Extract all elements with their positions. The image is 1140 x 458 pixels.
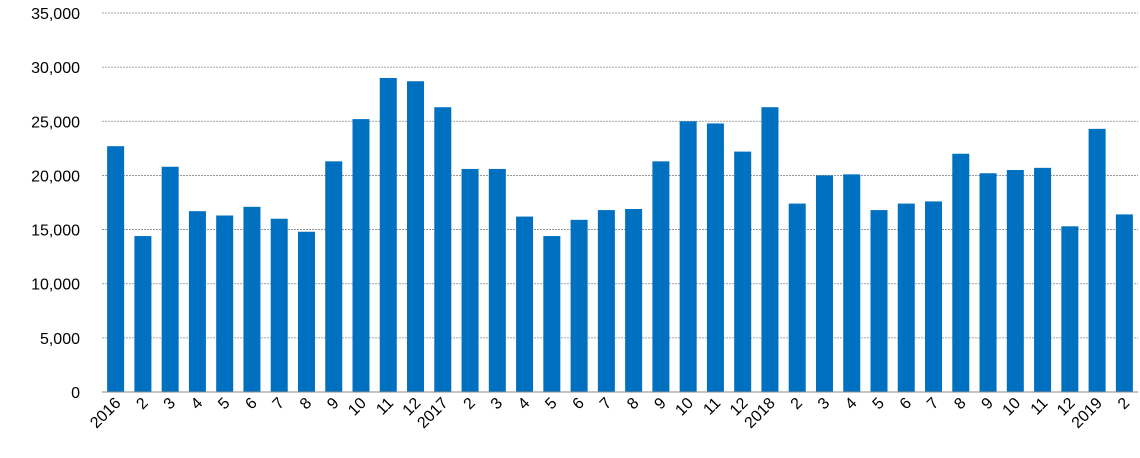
bar [952,153,970,392]
y-tick-label: 5,000 [40,331,80,348]
x-tick-label: 2019 [1069,395,1106,432]
bar [925,201,943,392]
y-tick-label: 10,000 [31,277,80,294]
bar [188,211,206,392]
x-tick-label: 4 [842,395,860,413]
x-tick-label: 7 [270,395,288,413]
x-tick-label: 11 [1028,395,1052,419]
bar [1006,170,1024,392]
y-tick-label: 30,000 [31,60,80,77]
x-tick-label: 2 [788,395,806,413]
x-tick-label: 10 [1000,395,1025,420]
bar [488,168,506,392]
bar [352,119,370,393]
bar [297,231,315,392]
bar [216,215,234,392]
bar [161,166,179,392]
x-tick-label: 2017 [414,395,451,432]
x-tick-label: 3 [488,395,506,413]
bar [979,173,997,392]
bar [625,208,643,392]
x-tick-label: 8 [297,395,315,413]
bar [434,107,452,393]
x-tick-label: 8 [624,395,642,413]
bar [270,218,288,392]
bar [461,168,479,392]
bar [243,206,261,392]
bar [870,210,888,392]
bar [761,107,779,393]
x-tick-label: 10 [345,395,370,420]
x-tick-label: 8 [951,395,969,413]
y-tick-label: 25,000 [31,114,80,131]
bar [407,81,425,392]
x-tick-label: 6 [570,395,588,413]
x-tick-label: 2 [1115,395,1133,413]
bar [706,123,724,393]
bar [597,210,615,392]
x-tick-label: 11 [700,395,724,419]
bar [788,203,806,392]
y-tick-label: 0 [71,385,80,402]
y-tick-label: 35,000 [31,6,80,23]
bar [516,216,534,392]
bar [652,161,670,392]
x-tick-label: 9 [979,395,997,413]
x-tick-label: 2 [133,395,151,413]
bar [734,151,752,392]
bar [325,161,343,392]
x-tick-label: 9 [651,395,669,413]
bar [1115,214,1133,392]
x-tick-label: 5 [542,395,560,413]
x-tick-label: 5 [215,395,233,413]
bar [1061,226,1079,392]
x-tick-label: 4 [515,395,533,413]
x-tick-label: 9 [324,395,342,413]
y-tick-label: 20,000 [31,168,80,185]
x-tick-label: 2018 [742,395,779,432]
bar [679,121,697,393]
x-tick-label: 2 [461,395,479,413]
bar [897,203,915,392]
x-tick-label: 3 [161,395,179,413]
x-tick-label: 3 [815,395,833,413]
x-tick-label: 11 [373,395,397,419]
bar [107,146,125,392]
x-tick-label: 7 [924,395,942,413]
x-tick-label: 5 [870,395,888,413]
x-tick-label: 7 [597,395,615,413]
bar [815,175,833,392]
bar [134,236,152,392]
x-tick-label: 2016 [87,395,124,432]
bar [1088,128,1106,392]
bar [379,77,397,392]
x-tick-label: 10 [672,395,697,420]
x-tick-label: 6 [242,395,260,413]
x-tick-label: 6 [897,395,915,413]
y-tick-label: 15,000 [31,223,80,240]
bar [543,236,561,392]
x-tick-label: 4 [188,395,206,413]
bar [1034,167,1052,392]
bar [843,174,861,392]
bar [570,219,588,392]
